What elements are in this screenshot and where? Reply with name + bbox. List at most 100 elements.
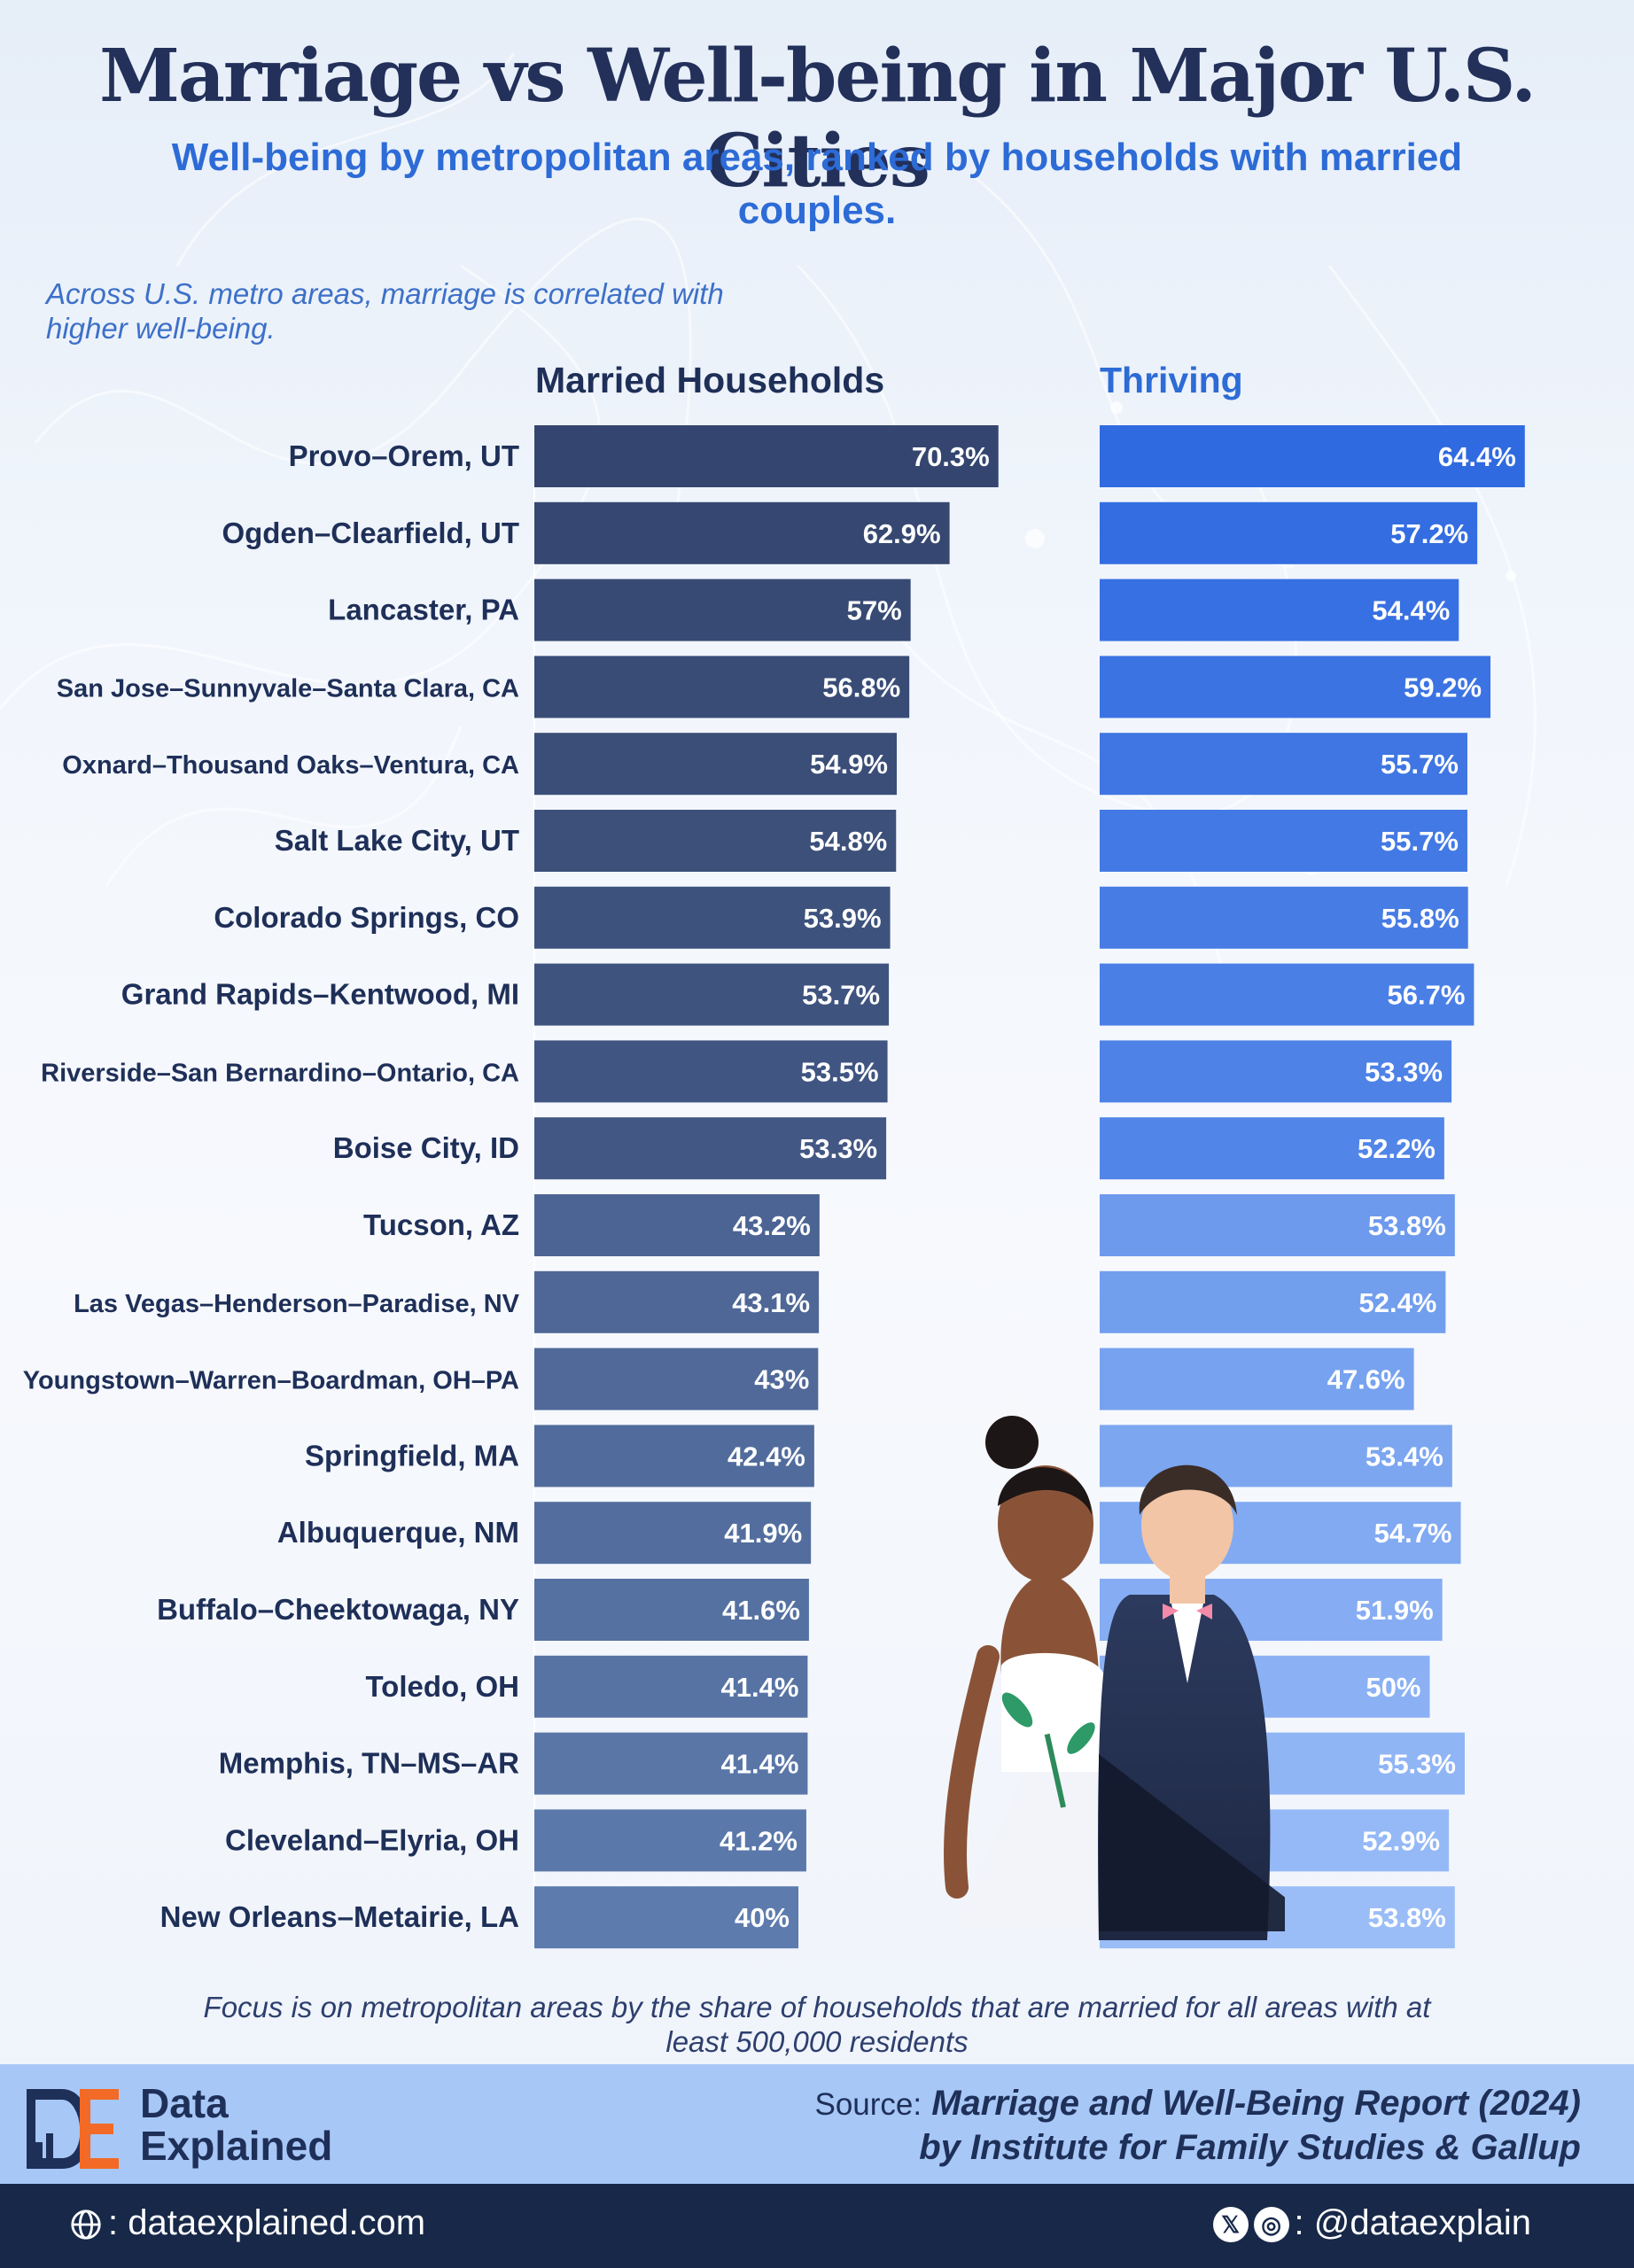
thriving-bar <box>1100 1270 1446 1333</box>
married-value-label: 41.4% <box>721 1749 799 1780</box>
thriving-value-label: 54.4% <box>1372 595 1450 626</box>
married-bar <box>534 579 911 641</box>
thriving-value-label: 55.3% <box>1378 1749 1456 1780</box>
social-handle[interactable]: 𝕏 ◎: @dataexplain <box>1212 2203 1531 2243</box>
methodology-footnote: Focus is on metropolitan areas by the sh… <box>203 1991 1431 2058</box>
thriving-bar <box>1100 733 1467 796</box>
married-households-heading: Married Households <box>535 360 885 400</box>
thriving-bar <box>1100 1040 1452 1103</box>
married-value-label: 62.9% <box>863 518 941 549</box>
category-label: Las Vegas–Henderson–Paradise, NV <box>74 1290 520 1318</box>
category-label: Youngstown–Warren–Boardman, OH–PA <box>23 1367 519 1395</box>
page-title: Marriage vs Well-being in Major U.S. Cit… <box>99 34 1537 204</box>
married-value-label: 43.1% <box>732 1287 810 1318</box>
married-value-label: 43.2% <box>733 1210 811 1241</box>
married-value-label: 54.8% <box>809 826 887 857</box>
category-label: Oxnard–Thousand Oaks–Ventura, CA <box>62 751 519 780</box>
married-value-label: 53.7% <box>802 980 880 1011</box>
thriving-value-label: 54.7% <box>1374 1518 1452 1549</box>
married-value-label: 56.8% <box>822 672 900 703</box>
married-value-label: 41.6% <box>722 1595 800 1626</box>
brand-name: Data Explained <box>140 2082 332 2167</box>
source-band <box>0 2064 1634 2184</box>
thriving-value-label: 53.8% <box>1368 1902 1446 1933</box>
category-label: Buffalo–Cheektowaga, NY <box>157 1593 519 1626</box>
category-label: Toledo, OH <box>365 1670 519 1703</box>
category-label: Lancaster, PA <box>328 594 519 626</box>
thriving-value-label: 52.4% <box>1358 1287 1436 1318</box>
globe-icon <box>71 2210 101 2241</box>
married-value-label: 53.5% <box>801 1056 879 1087</box>
married-bar <box>534 1194 820 1256</box>
thriving-value-label: 55.7% <box>1381 749 1459 780</box>
website-link[interactable]: : dataexplained.com <box>69 2203 425 2243</box>
married-value-label: 43% <box>754 1364 809 1395</box>
thriving-value-label: 53.8% <box>1368 1210 1446 1241</box>
married-bar <box>534 1040 888 1103</box>
thriving-bar <box>1100 1117 1444 1180</box>
thriving-bar <box>1100 1348 1414 1410</box>
category-label: Ogden–Clearfield, UT <box>222 517 519 549</box>
married-bar <box>534 963 890 1026</box>
instagram-icon[interactable]: ◎ <box>1253 2207 1289 2243</box>
thriving-bar <box>1100 963 1474 1026</box>
thriving-value-label: 50% <box>1366 1672 1420 1703</box>
thriving-value-label: 55.7% <box>1381 826 1459 857</box>
married-bar <box>534 1502 812 1565</box>
source-label: Source: <box>814 2087 922 2122</box>
thriving-value-label: 57.2% <box>1390 518 1468 549</box>
thriving-bar <box>1100 810 1467 872</box>
married-bar <box>534 1348 819 1410</box>
married-bar <box>534 1425 814 1487</box>
source-title: Marriage and Well-Being Report (2024) <box>931 2084 1581 2123</box>
married-value-label: 41.4% <box>721 1672 799 1703</box>
source-organization: by Institute for Family Studies & Gallup <box>919 2128 1581 2167</box>
category-label: New Orleans–Metairie, LA <box>160 1900 519 1933</box>
footer-bar: : dataexplained.com 𝕏 ◎: @dataexplain <box>0 2184 1634 2268</box>
de-logo-icon <box>27 2089 119 2169</box>
x-icon[interactable]: 𝕏 <box>1212 2207 1249 2243</box>
category-label: Tucson, AZ <box>363 1208 519 1241</box>
married-bar <box>534 1886 798 1949</box>
married-bar <box>534 1579 809 1641</box>
married-bar <box>534 1270 820 1333</box>
data-explained-logo[interactable]: Data Explained <box>27 2082 399 2171</box>
thriving-bar <box>1100 886 1468 949</box>
thriving-value-label: 55.8% <box>1381 903 1459 934</box>
thriving-bar <box>1100 425 1525 487</box>
handle-text: : @dataexplain <box>1294 2203 1531 2242</box>
married-bar <box>534 425 999 487</box>
thriving-bar <box>1100 579 1459 641</box>
bar-chart: Provo–Orem, UT 70.3% 64.4% Ogden–Clearfield… <box>23 423 1525 1949</box>
category-label: Provo–Orem, UT <box>289 439 519 472</box>
thriving-value-label: 53.4% <box>1366 1441 1443 1472</box>
married-value-label: 53.3% <box>799 1133 877 1164</box>
category-label: Grand Rapids–Kentwood, MI <box>121 978 519 1011</box>
thriving-bar <box>1100 656 1491 718</box>
page-subtitle: Well-being by metropolitan areas, ranked… <box>171 136 1463 232</box>
category-label: Colorado Springs, CO <box>214 901 519 934</box>
thriving-value-label: 51.9% <box>1356 1595 1434 1626</box>
married-bar <box>534 1117 887 1180</box>
thriving-value-label: 52.2% <box>1358 1133 1436 1164</box>
thriving-bar <box>1100 501 1478 564</box>
thriving-bar <box>1100 1194 1455 1256</box>
married-value-label: 53.9% <box>804 903 882 934</box>
source-credit: Source: Marriage and Well-Being Report (… <box>814 2082 1581 2169</box>
married-bar <box>534 1732 808 1795</box>
married-bar <box>534 1655 808 1718</box>
married-bar <box>534 810 897 872</box>
thriving-heading: Thriving <box>1100 360 1243 400</box>
category-label: Riverside–San Bernardino–Ontario, CA <box>41 1059 519 1087</box>
brand-line-1: Data <box>140 2080 229 2126</box>
thriving-value-label: 53.3% <box>1365 1056 1443 1087</box>
category-label: San Jose–Sunnyvale–Santa Clara, CA <box>57 674 519 703</box>
married-bar <box>534 501 950 564</box>
website-text: : dataexplained.com <box>108 2203 426 2242</box>
married-value-label: 40% <box>735 1902 790 1933</box>
category-label: Memphis, TN–MS–AR <box>219 1747 519 1780</box>
thriving-value-label: 56.7% <box>1388 980 1466 1011</box>
married-value-label: 41.9% <box>724 1518 802 1549</box>
married-value-label: 57% <box>847 595 902 626</box>
category-label: Salt Lake City, UT <box>275 824 519 857</box>
